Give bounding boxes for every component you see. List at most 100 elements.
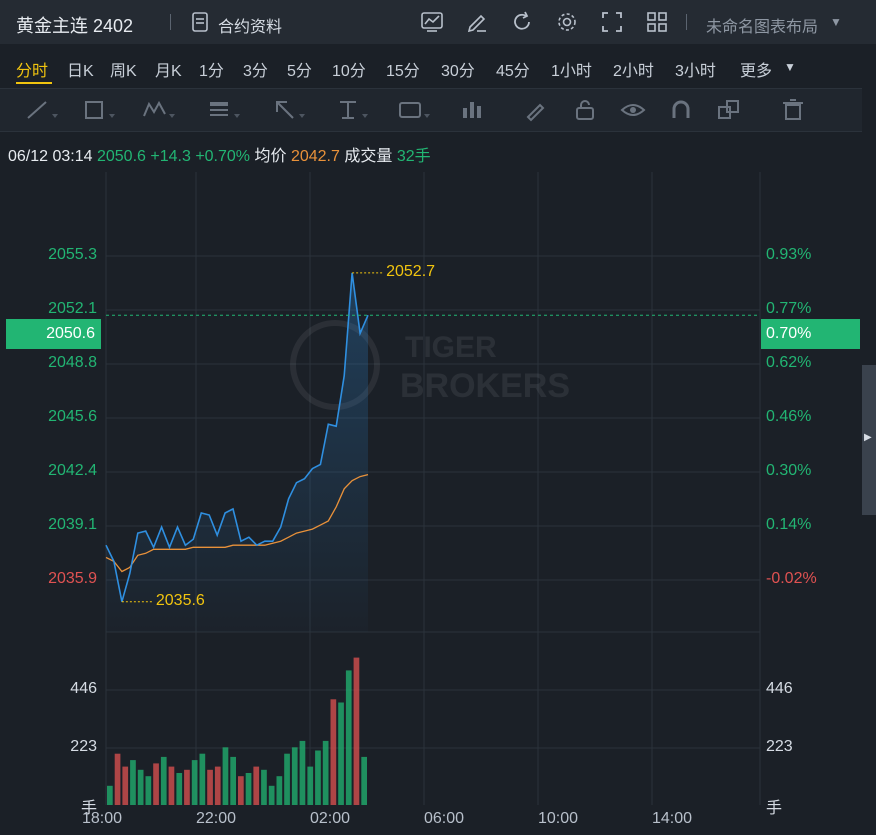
tab-30min[interactable]: 30分: [441, 63, 475, 80]
x-axis-tick: 22:00: [196, 810, 237, 827]
tab-weekly-k[interactable]: 周K: [110, 63, 137, 80]
volume-bar: [268, 785, 275, 805]
layers-icon[interactable]: [718, 100, 739, 119]
right-axis-tick: 0.77%: [766, 300, 812, 317]
side-panel-scrollbar[interactable]: [862, 365, 876, 515]
volume-axis-unit: 手: [80, 800, 97, 817]
watermark-text-2: BROKERS: [400, 367, 570, 405]
volume-bar: [153, 763, 159, 805]
volume-bars: [107, 657, 367, 805]
volume-axis-unit-right: 手: [766, 800, 783, 817]
pattern-tool-icon[interactable]: [143, 100, 175, 118]
volume-bar: [330, 699, 337, 805]
tab-10min[interactable]: 10分: [332, 63, 366, 80]
eye-icon[interactable]: [620, 104, 646, 116]
volume-bar: [353, 657, 360, 805]
volume-bar: [160, 756, 167, 805]
settings-gear-icon[interactable]: [556, 11, 578, 33]
quote-infobar: 06/12 03:14 2050.6 +14.3 +0.70% 均价 2042.…: [8, 142, 431, 166]
fullscreen-icon[interactable]: [601, 11, 623, 33]
header-divider-2: [686, 14, 687, 30]
label-tool-icon[interactable]: [399, 102, 430, 118]
rectangle-tool-icon[interactable]: [85, 101, 115, 119]
header-divider: [170, 14, 171, 30]
magnet-icon[interactable]: [672, 100, 690, 118]
watermark: TIGER BROKERS: [290, 320, 570, 410]
x-axis-tick: 06:00: [424, 810, 465, 827]
tab-1hour[interactable]: 1小时: [551, 63, 592, 80]
indicator-chart-icon[interactable]: [421, 11, 443, 33]
volume-bar: [207, 769, 213, 805]
current-pct-badge: 0.70%: [761, 319, 860, 349]
arrow-tool-icon[interactable]: [276, 101, 305, 119]
expand-panel-arrow-icon[interactable]: ▶: [864, 432, 872, 443]
toolbar-icons: [27, 99, 803, 122]
volume-bar: [299, 740, 306, 805]
volume-bar: [253, 766, 260, 805]
left-axis-tick: 2048.8: [48, 354, 97, 371]
watermark-text-1: TIGER: [405, 331, 497, 364]
right-axis-tick: 0.93%: [766, 246, 812, 263]
tab-fenshi[interactable]: 分时: [16, 63, 49, 80]
average-price-line: [105, 473, 369, 573]
tab-daily-k[interactable]: 日K: [67, 63, 94, 80]
tab-3min[interactable]: 3分: [243, 63, 268, 80]
more-dropdown-icon[interactable]: ▼: [784, 60, 796, 74]
tab-3hour[interactable]: 3小时: [675, 63, 716, 80]
left-axis-tick: 2045.6: [48, 408, 97, 425]
trash-icon[interactable]: [783, 99, 803, 120]
volume-bar: [214, 766, 221, 805]
avg-value: 2042.7: [290, 148, 340, 165]
tab-2hour[interactable]: 2小时: [613, 63, 654, 80]
volume-bar: [222, 747, 229, 805]
watermark-logo-icon: [290, 320, 380, 410]
timeframe-tabbar: [0, 44, 876, 88]
quote-price: 2050.6: [96, 148, 146, 165]
high-marker-label: 2052.7: [386, 262, 436, 280]
volume-bar: [322, 740, 329, 805]
x-axis-tick: 10:00: [538, 810, 579, 827]
pencil-icon[interactable]: [526, 103, 545, 122]
volume-bar: [338, 702, 344, 805]
price-line: [105, 272, 369, 602]
bars-tool-icon[interactable]: [463, 102, 481, 118]
line-tool-icon[interactable]: [27, 101, 58, 119]
volume-bar: [130, 760, 136, 805]
volume-axis-tick: 446: [70, 680, 97, 697]
tab-monthly-k[interactable]: 月K: [155, 63, 182, 80]
volume-label: 成交量: [344, 148, 393, 165]
x-axis-tick: 02:00: [310, 810, 351, 827]
volume-bar: [122, 766, 129, 805]
volume-bar: [245, 773, 252, 805]
volume-bar: [176, 773, 183, 805]
tab-1min[interactable]: 1分: [199, 63, 224, 80]
tab-5min[interactable]: 5分: [287, 63, 312, 80]
text-note-tool-icon[interactable]: [210, 102, 240, 118]
layout-dropdown-icon[interactable]: ▼: [830, 15, 842, 29]
layout-selector[interactable]: 未命名图表布局: [706, 19, 819, 36]
contract-info-link[interactable]: 合约资料: [218, 19, 283, 36]
instrument-title: 黄金主连 2402: [16, 16, 134, 36]
grid-layout-icon[interactable]: [646, 11, 668, 33]
document-icon[interactable]: [191, 12, 209, 32]
left-axis-tick: 2039.1: [48, 516, 97, 533]
x-axis-tick: 18:00: [82, 810, 123, 827]
volume-bar: [307, 766, 314, 805]
measure-tool-icon[interactable]: [340, 101, 368, 119]
volume-bar: [199, 753, 206, 805]
tab-more[interactable]: 更多: [740, 63, 773, 80]
quote-datetime: 06/12 03:14: [8, 148, 93, 165]
quote-change: +14.3: [150, 148, 191, 165]
volume-bar: [315, 750, 321, 805]
volume-bar: [114, 753, 121, 805]
lock-icon[interactable]: [576, 100, 594, 120]
edit-icon[interactable]: [466, 11, 488, 33]
avg-label: 均价: [254, 148, 287, 165]
tab-45min[interactable]: 45分: [496, 63, 530, 80]
tab-15min[interactable]: 15分: [386, 63, 420, 80]
refresh-icon[interactable]: [511, 11, 533, 33]
volume-bar: [238, 776, 244, 805]
right-axis-tick: 0.30%: [766, 462, 812, 479]
left-axis-tick: 2042.4: [48, 462, 97, 479]
volume-bar: [168, 766, 175, 805]
